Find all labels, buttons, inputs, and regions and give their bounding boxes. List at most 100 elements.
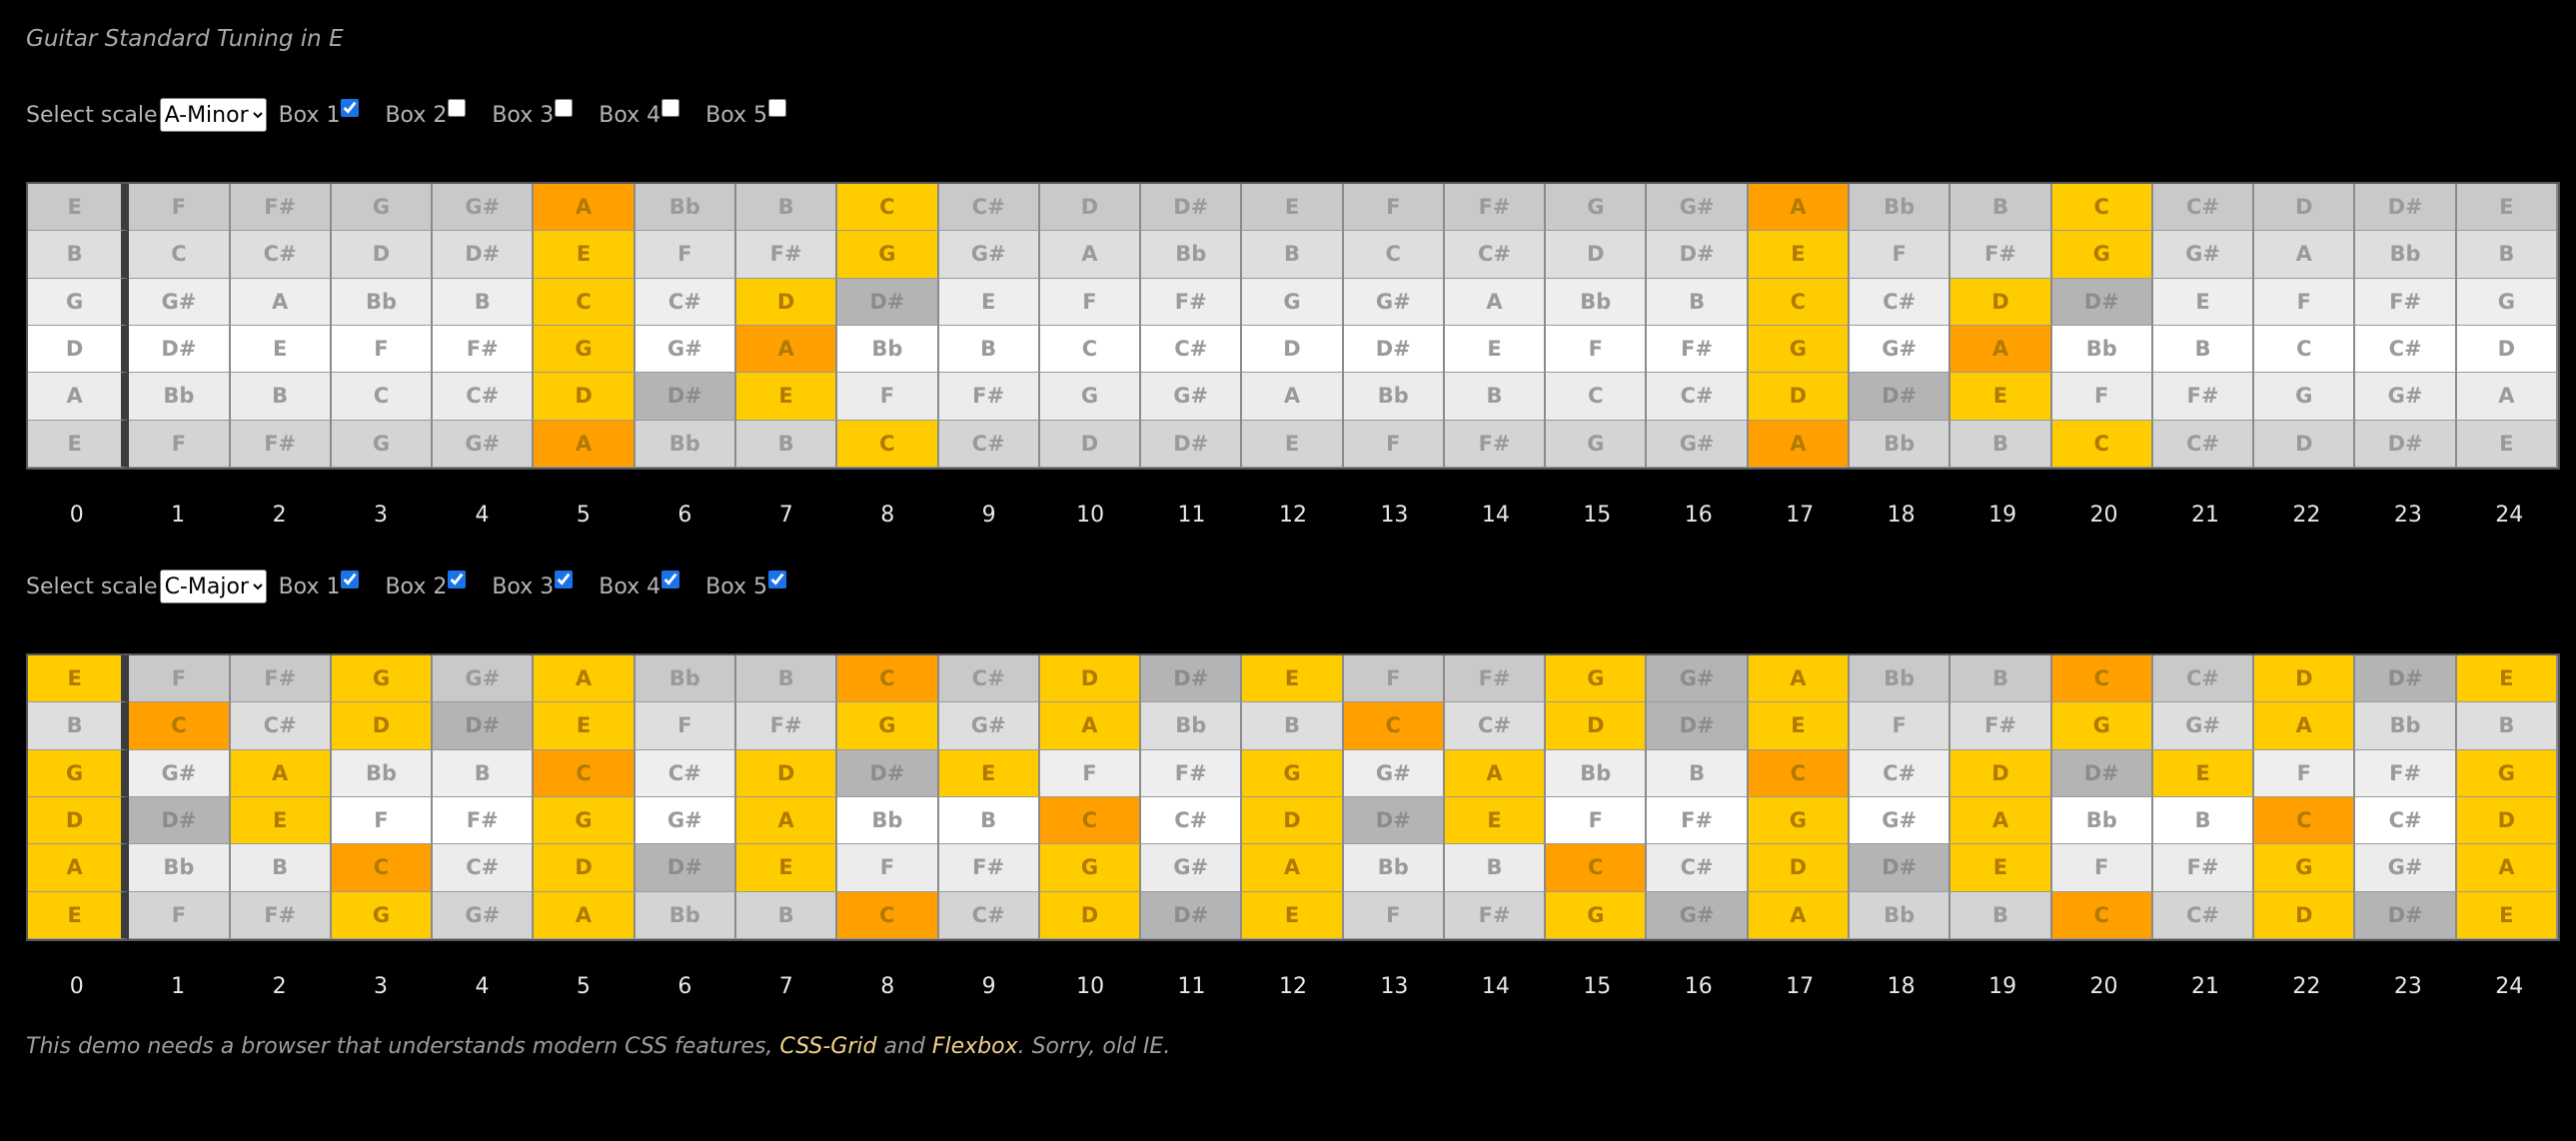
note-cell: G <box>331 655 434 703</box>
fret-number: 13 <box>1380 502 1409 528</box>
note-cell: G# <box>129 749 231 797</box>
note-cell: F <box>1546 796 1648 845</box>
note-cell: D# <box>2355 420 2457 468</box>
note-cell: Bb <box>1850 420 1951 468</box>
note-cell: C# <box>635 749 736 797</box>
fret-number: 14 <box>1481 502 1510 528</box>
note-cell: G# <box>433 891 535 939</box>
note-cell: E <box>534 702 636 750</box>
note-cell: Bb <box>331 278 434 326</box>
note-cell: D# <box>1141 184 1243 232</box>
note-cell: F# <box>938 373 1040 421</box>
box-4-toggle[interactable]: Box 4 <box>599 99 680 131</box>
note-cell: B <box>2152 796 2255 845</box>
box-2-checkbox[interactable] <box>448 570 467 588</box>
note-cell: C# <box>1444 702 1547 750</box>
note-cell: G# <box>1141 373 1243 421</box>
note-cell: G <box>837 702 939 750</box>
fret-number: 21 <box>2190 973 2219 999</box>
note-cell: G# <box>1647 420 1749 468</box>
note-cell: B <box>2152 325 2255 374</box>
note-cell: E <box>230 796 332 845</box>
fret-number: 12 <box>1278 502 1307 528</box>
box-1-toggle[interactable]: Box 1 <box>279 99 360 131</box>
box-3-toggle[interactable]: Box 3 <box>492 99 574 131</box>
note-cell: A <box>1242 844 1344 892</box>
note-cell: F <box>2051 844 2153 892</box>
box-3-toggle[interactable]: Box 3 <box>492 570 574 602</box>
scale-select[interactable]: A-MinorC-Major <box>159 98 267 132</box>
note-cell: D# <box>1141 420 1243 468</box>
note-cell: Bb <box>1546 749 1648 797</box>
box-2-checkbox[interactable] <box>448 99 467 117</box>
note-cell: F# <box>2152 844 2255 892</box>
box-1-toggle[interactable]: Box 1 <box>279 570 360 602</box>
box-4-toggle[interactable]: Box 4 <box>599 570 680 602</box>
note-cell: B <box>938 796 1040 845</box>
box-5-checkbox[interactable] <box>768 99 787 117</box>
note-cell: C# <box>1444 231 1547 279</box>
note-cell: B <box>1950 655 2052 703</box>
note-cell: F# <box>735 702 838 750</box>
box-4-checkbox[interactable] <box>661 99 680 117</box>
box-4-checkbox[interactable] <box>661 570 680 588</box>
note-cell: G <box>28 749 130 797</box>
fret-number: 20 <box>2089 502 2118 528</box>
note-cell: E <box>938 278 1040 326</box>
note-cell: G <box>1546 420 1648 468</box>
note-cell: C# <box>938 420 1040 468</box>
note-cell: D# <box>837 278 939 326</box>
note-cell: C <box>1039 325 1142 374</box>
note-cell: C <box>534 749 636 797</box>
note-cell: F <box>1850 702 1951 750</box>
box-5-checkbox[interactable] <box>768 570 787 588</box>
select-scale-label: Select scale <box>26 573 158 599</box>
fretboard: E F F# G G# A Bb B C C# D D# E F F# G G# A Bb B C C# D D# E B C C# D… <box>26 653 2560 941</box>
note-cell: F# <box>230 891 332 939</box>
fret-number: 5 <box>576 502 591 528</box>
note-cell: D# <box>1141 891 1243 939</box>
note-cell: G <box>534 325 636 374</box>
note-cell: D <box>2254 655 2356 703</box>
box-1-checkbox[interactable] <box>341 570 360 588</box>
note-cell: G# <box>938 702 1040 750</box>
note-cell: B <box>28 231 130 279</box>
note-cell: B <box>230 373 332 421</box>
css-grid-link[interactable]: CSS-Grid <box>779 1034 877 1059</box>
note-cell: G# <box>433 655 535 703</box>
note-cell: Bb <box>2355 702 2457 750</box>
note-cell: A <box>534 891 636 939</box>
note-cell: F# <box>433 325 535 374</box>
note-cell: G# <box>2355 844 2457 892</box>
fret-number: 9 <box>981 502 996 528</box>
note-cell: Bb <box>635 891 736 939</box>
note-cell: Bb <box>2051 796 2153 845</box>
flexbox-link[interactable]: Flexbox <box>931 1034 1018 1059</box>
note-cell: A <box>28 844 130 892</box>
note-cell: E <box>28 420 130 468</box>
box-1-checkbox[interactable] <box>341 99 360 117</box>
note-cell: E <box>1950 844 2052 892</box>
note-cell: D <box>2254 184 2356 232</box>
fret-number: 13 <box>1380 973 1409 999</box>
note-cell: B <box>2456 231 2558 279</box>
note-cell: D <box>534 373 636 421</box>
note-cell: F <box>635 702 736 750</box>
box-5-toggle[interactable]: Box 5 <box>705 570 787 602</box>
box-3-checkbox[interactable] <box>555 570 574 588</box>
fret-number: 16 <box>1684 973 1713 999</box>
note-cell: D <box>534 844 636 892</box>
box-3-checkbox[interactable] <box>555 99 574 117</box>
note-cell: E <box>28 655 130 703</box>
box-2-toggle[interactable]: Box 2 <box>385 570 467 602</box>
note-cell: D <box>2456 796 2558 845</box>
note-cell: Bb <box>635 184 736 232</box>
fret-number: 22 <box>2292 502 2321 528</box>
note-cell: E <box>534 231 636 279</box>
box-2-toggle[interactable]: Box 2 <box>385 99 467 131</box>
scale-select[interactable]: A-MinorC-Major <box>159 570 267 603</box>
note-cell: F# <box>1444 420 1547 468</box>
note-cell: E <box>2152 278 2255 326</box>
box-5-toggle[interactable]: Box 5 <box>705 99 787 131</box>
note-cell: A <box>230 278 332 326</box>
